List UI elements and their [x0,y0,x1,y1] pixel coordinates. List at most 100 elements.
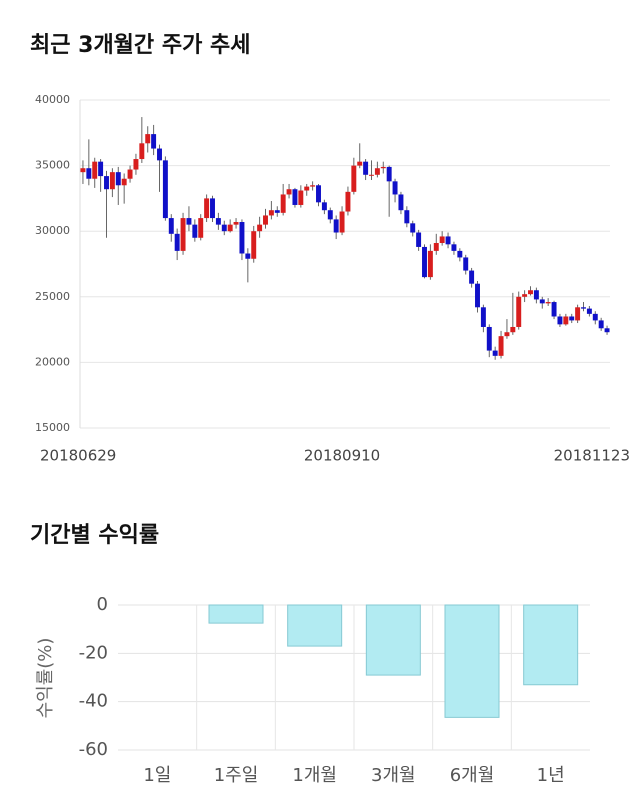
candle-body [380,166,386,169]
candle-body [422,246,427,278]
candle-body [198,218,204,238]
candle-body [316,185,321,203]
y-tick-label: -40 [79,691,108,712]
candle-body [327,210,333,220]
candle-body [339,211,345,233]
candle-body [257,224,263,232]
candle-body [510,326,516,333]
candle-body [145,134,151,144]
candle-body [533,290,539,300]
x-tick-label: 1일 [143,765,171,786]
candle-body [569,316,575,321]
candle-body [139,143,145,160]
candle-body [227,224,233,232]
candle-body [263,215,268,225]
y-tick-label: 30000 [35,224,70,237]
candle-body [404,210,410,224]
candle-body [498,336,504,356]
candle-body [127,169,133,179]
bar [444,604,500,718]
bar [523,604,579,686]
candle-body [586,308,592,314]
candle-body [433,243,439,251]
candle-body [221,224,227,232]
candle-body [486,326,492,351]
candle-body [463,257,469,271]
candle-body [98,161,104,177]
x-tick-label: 20180910 [304,447,380,465]
candle-body [345,191,351,212]
x-tick-label: 3개월 [371,765,416,786]
candle-body [598,320,604,329]
candle-body [416,232,422,247]
candle-body [321,202,327,211]
candle-body [363,161,369,175]
chart-title: 기간별 수익률 [30,523,159,548]
candle-body [133,159,139,170]
candle-body [245,253,251,259]
candle-body [115,172,121,186]
candle-body [109,172,115,190]
candle-body [268,210,274,216]
candle-body [557,316,563,325]
candle-body [157,148,162,161]
x-tick-label: 1개월 [292,765,337,786]
candle-body [168,218,174,234]
x-tick-label: 20180629 [40,447,116,465]
candle-body [410,223,416,233]
candle-body [386,166,392,182]
y-tick-label: 25000 [35,290,70,303]
candle-body [174,233,180,251]
x-tick-label: 6개월 [450,765,495,786]
candle-body [233,222,239,225]
chart-title: 최근 3개월간 주가 추세 [30,33,250,58]
candle-body [192,224,198,238]
candle-body [551,302,557,317]
candle-body [457,250,463,258]
y-tick-label: -60 [79,739,108,760]
candle-body [451,244,457,251]
candle-body [581,307,586,309]
y-tick-label: -20 [79,642,108,663]
y-tick-label: 0 [97,594,108,615]
candle-body [104,176,109,190]
candle-body [86,168,92,179]
candle-body [575,307,581,321]
candle-body [427,250,433,278]
candle-body [210,198,215,219]
candle-body [563,316,569,325]
candle-body [528,290,533,295]
x-tick-label: 20181123 [554,447,630,465]
candle-body [215,218,221,225]
candle-body [522,294,528,297]
candle-body [398,194,404,211]
candle-body [374,168,380,175]
candle-body [539,299,545,304]
candle-body [357,161,363,166]
candle-body [92,161,98,179]
candle-body [280,194,286,213]
candle-body [604,328,610,333]
candle-body [333,219,339,233]
candle-body [480,307,486,327]
candle-body [475,283,480,308]
candle-body [239,222,245,254]
candle-body [121,178,127,186]
candle-body [304,186,310,191]
candle-body [351,165,357,192]
candle-body [392,181,398,195]
candle-body [286,189,292,195]
bar [287,604,343,647]
y-tick-label: 35000 [35,159,70,172]
bar [208,604,264,624]
candle-body [545,302,551,304]
y-tick-label: 15000 [35,421,70,434]
candle-body [204,198,210,219]
candle-body [292,189,298,205]
candle-body [298,190,304,205]
candle-body [162,160,168,219]
candle-body [186,218,192,225]
x-tick-label: 1년 [537,765,565,786]
candle-body [469,270,475,284]
